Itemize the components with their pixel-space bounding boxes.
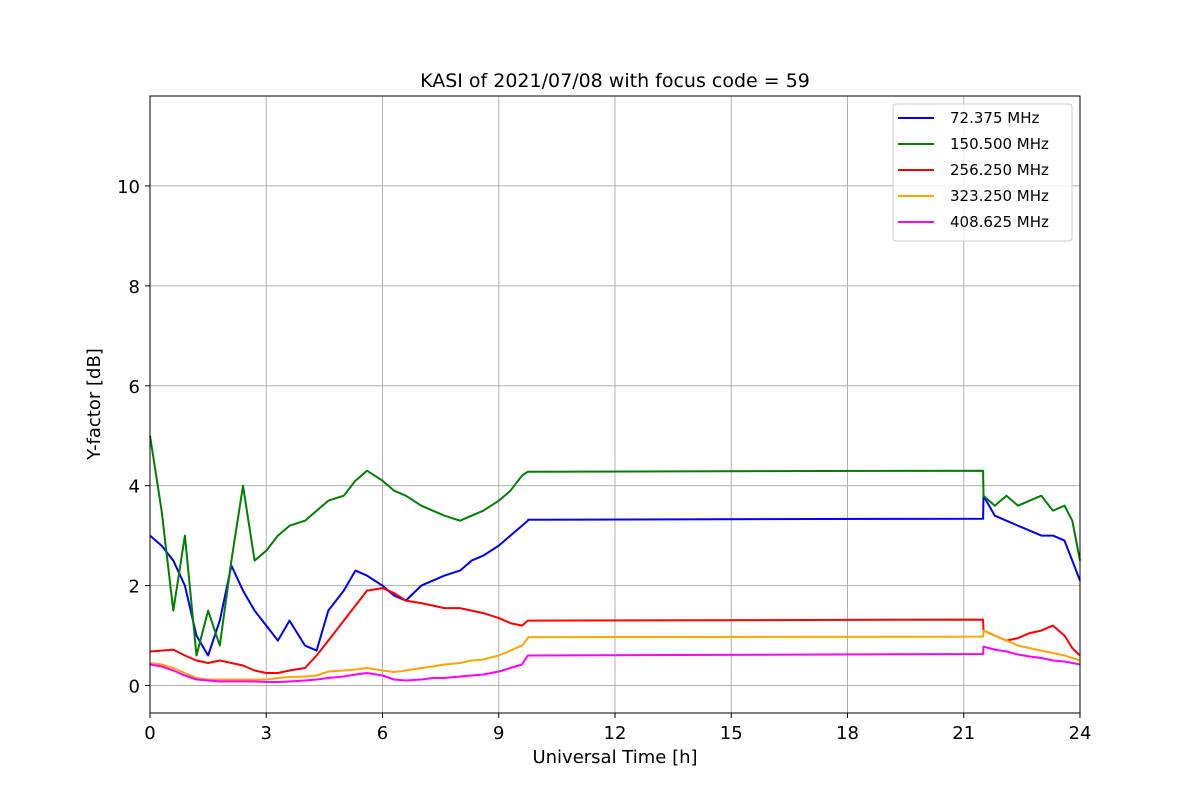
y-tick-label: 4 (129, 477, 140, 498)
x-tick-label: 18 (836, 723, 859, 744)
y-tick-label: 0 (129, 677, 140, 698)
legend: 72.375 MHz 150.500 MHz 256.250 MHz 323.250 … (892, 103, 1073, 242)
x-tick-label: 9 (493, 723, 504, 744)
x-tick-label: 0 (144, 723, 155, 744)
y-tick-label: 2 (129, 577, 140, 598)
series-line-2 (149, 435, 1081, 657)
series-line-4 (149, 629, 1081, 681)
x-tick-label: 15 (720, 723, 743, 744)
x-tick-label: 12 (604, 723, 627, 744)
series-layer (149, 435, 1081, 683)
legend-entry: 150.500 MHz (950, 135, 1049, 153)
legend-entry: 323.250 MHz (950, 187, 1049, 205)
legend-box (892, 103, 1073, 242)
x-tick-label: 21 (952, 723, 975, 744)
x-tick-label: 24 (1069, 723, 1092, 744)
legend-entry: 408.625 MHz (950, 213, 1049, 231)
x-tick-label: 3 (261, 723, 272, 744)
legend-entry: 72.375 MHz (950, 109, 1039, 127)
y-tick-label: 6 (129, 377, 140, 398)
y-tick-label: 10 (117, 177, 140, 198)
chart-title: KASI of 2021/07/08 with focus code = 59 (420, 70, 810, 92)
y-tick-label: 8 (129, 277, 140, 298)
legend-entry: 256.250 MHz (950, 161, 1049, 179)
y-axis-label: Y-factor [dB] (84, 348, 105, 461)
series-line-5 (149, 645, 1081, 683)
x-tick-label: 6 (377, 723, 388, 744)
x-axis-label: Universal Time [h] (532, 747, 697, 768)
series-line-1 (149, 494, 1081, 657)
